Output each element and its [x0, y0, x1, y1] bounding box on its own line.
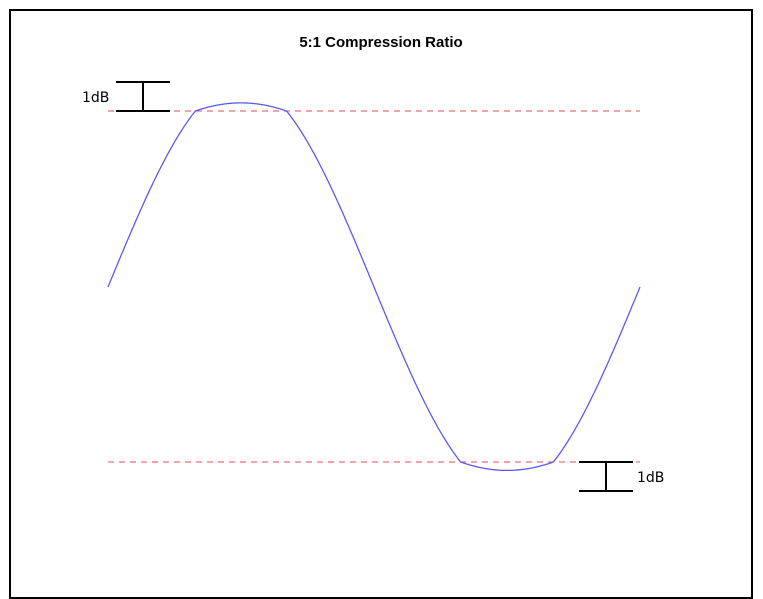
diagram-title: 5:1 Compression Ratio — [299, 34, 462, 51]
bottom-1db-marker: 1dB — [579, 461, 664, 492]
compressed-sine-wave — [107, 102, 641, 472]
top-1db-marker: 1dB — [82, 81, 170, 112]
bottom-marker-label: 1dB — [637, 470, 664, 486]
compression-diagram: 5:1 Compression Ratio 1dB 1dB — [82, 34, 664, 492]
top-marker-label: 1dB — [82, 90, 109, 106]
